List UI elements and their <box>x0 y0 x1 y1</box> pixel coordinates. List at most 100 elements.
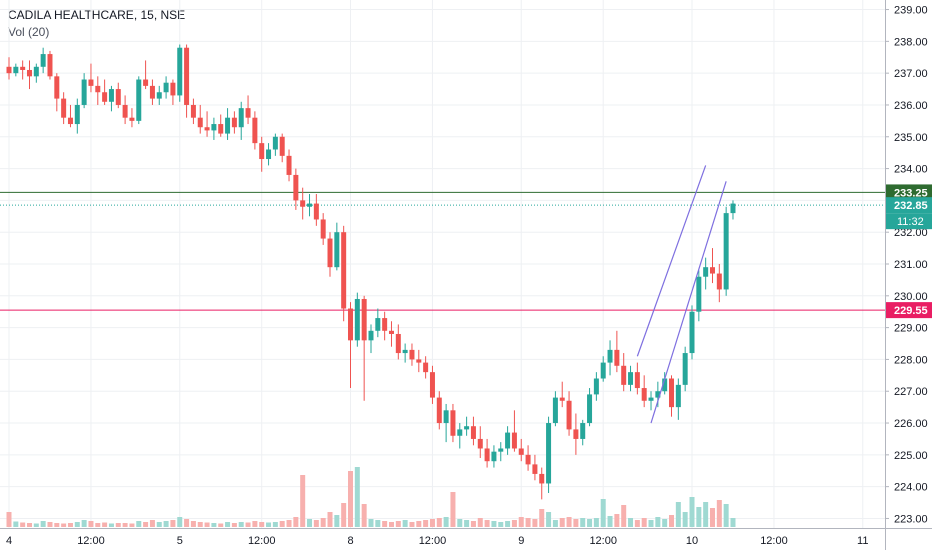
volume-bar <box>361 504 367 527</box>
candle-body <box>696 276 702 312</box>
volume-bar <box>552 520 558 527</box>
price-tick-label: 228.00 <box>894 354 928 366</box>
candle-body <box>102 92 108 102</box>
price-level-label-bg[interactable] <box>886 197 932 214</box>
time-tick-label: 12:00 <box>77 535 105 547</box>
candle-body <box>450 410 456 436</box>
candle-body <box>409 349 415 360</box>
time-tick-label: 11 <box>857 535 868 547</box>
symbol-title: CADILA HEALTHCARE, 15, NSE <box>8 8 186 22</box>
volume-bar <box>593 518 599 527</box>
volume-bar <box>67 523 73 527</box>
candle-body <box>40 54 46 67</box>
price-tick-label: 231.00 <box>894 259 928 271</box>
price-tick-label: 230.00 <box>894 291 928 303</box>
candle-body <box>628 372 634 385</box>
volume-bar <box>129 523 135 527</box>
price-tick-label: 224.00 <box>894 482 928 494</box>
volume-bar <box>409 522 415 527</box>
candle-body <box>573 429 579 439</box>
candle-body <box>313 203 319 220</box>
candle-body <box>470 426 476 439</box>
candle-body <box>88 79 94 86</box>
candle-body <box>464 426 470 430</box>
volume-bar <box>621 505 627 527</box>
countdown-label-bg <box>886 213 932 230</box>
candle-body <box>143 79 149 86</box>
volume-bar <box>600 499 606 527</box>
volume-bar <box>614 514 620 527</box>
time-tick-label: 5 <box>177 535 183 547</box>
candle-body <box>566 400 572 430</box>
candle-body <box>122 104 128 118</box>
volume-indicator-label[interactable]: Vol (20) <box>8 25 50 39</box>
candle-body <box>293 174 299 201</box>
candle-body <box>505 432 511 449</box>
candle-body <box>689 311 695 354</box>
candle-body <box>156 92 162 99</box>
volume-bar <box>532 519 538 527</box>
volume-bar <box>102 522 108 527</box>
candle-body <box>327 238 333 268</box>
candle-body <box>634 372 640 389</box>
candle-body <box>511 432 517 449</box>
volume-bar <box>61 523 67 527</box>
volume-bar <box>505 521 511 527</box>
candle-body <box>669 378 675 408</box>
volume-bar <box>136 521 142 527</box>
candle-body <box>67 117 73 125</box>
candle-body <box>559 397 565 401</box>
volume-bar <box>320 518 326 527</box>
volume-bar <box>634 520 640 527</box>
volume-bar <box>204 522 210 527</box>
candle-body <box>703 267 709 277</box>
volume-bar <box>327 512 333 527</box>
candle-body <box>587 394 593 424</box>
volume-bar <box>272 522 278 527</box>
time-tick-label: 8 <box>347 535 353 547</box>
channel-trendline[interactable] <box>650 181 727 424</box>
price-level-label-bg[interactable] <box>886 184 932 201</box>
candle-body <box>730 203 736 214</box>
volume-bar <box>628 518 634 527</box>
candle-body <box>593 378 599 395</box>
time-tick-label: 4 <box>6 535 12 547</box>
volume-bar <box>184 519 190 527</box>
volume-bar <box>382 521 388 527</box>
volume-bar <box>368 519 374 527</box>
channel-trendline[interactable] <box>636 165 707 357</box>
volume-bar <box>511 520 517 527</box>
price-tick-label: 227.00 <box>894 386 928 398</box>
candle-body <box>525 454 531 465</box>
candle-body <box>190 104 196 118</box>
candle-body <box>348 308 353 341</box>
candle-body <box>723 213 729 290</box>
candle-body <box>477 438 483 449</box>
volume-bar <box>149 520 155 527</box>
candle-body <box>13 66 19 74</box>
candle-body <box>149 85 155 99</box>
volume-bar <box>6 512 12 527</box>
price-level-label: 233.25 <box>894 187 928 199</box>
candle-body <box>74 104 80 125</box>
candle-body <box>607 349 613 363</box>
volume-bar <box>477 518 483 527</box>
volume-bar <box>54 523 60 527</box>
volume-bar <box>696 507 702 527</box>
volume-bar <box>518 517 524 527</box>
volume-bar <box>13 521 19 527</box>
volume-bar <box>279 521 285 527</box>
volume-bar <box>170 520 176 527</box>
volume-bar <box>395 521 401 527</box>
candle-body <box>163 82 169 93</box>
candle-body <box>231 117 237 128</box>
price-level-label-bg[interactable] <box>886 302 932 319</box>
volume-bar <box>245 522 251 527</box>
candle-body <box>580 423 586 439</box>
candle-body <box>641 388 647 401</box>
volume-bar <box>177 517 183 527</box>
candle-body <box>218 124 224 134</box>
candle-body <box>115 89 121 105</box>
volume-bar <box>163 521 169 527</box>
